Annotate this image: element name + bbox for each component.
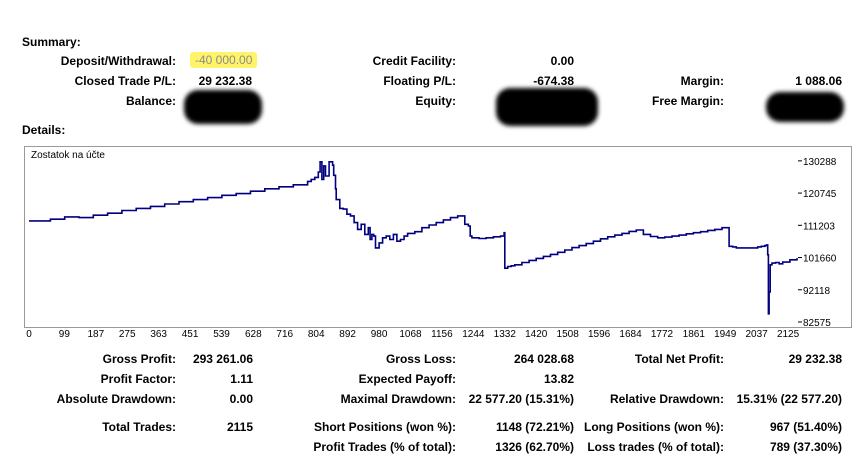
- summary-heading: Summary:: [22, 35, 81, 49]
- x-tick-label: 628: [245, 329, 262, 340]
- free-margin-label: Free Margin:: [651, 94, 724, 108]
- total-trades-value: 2115: [226, 420, 253, 434]
- x-tick-label: 187: [87, 329, 104, 340]
- deposit-label: Deposit/Withdrawal:: [60, 54, 176, 68]
- x-tick-label: 99: [59, 329, 71, 340]
- x-tick-label: 1420: [525, 329, 548, 340]
- balance-chart: Zostatok na účte: [24, 146, 852, 328]
- x-tick-label: 980: [371, 329, 388, 340]
- closed-pl-value: 29 232.38: [198, 74, 252, 88]
- x-tick-label: 363: [150, 329, 167, 340]
- y-tick-label: 92118: [803, 286, 831, 297]
- expected-payoff-value: 13.82: [543, 372, 574, 386]
- y-tick-label: 120745: [803, 189, 837, 200]
- y-tick-label: 82575: [803, 318, 831, 329]
- x-tick-label: 716: [276, 329, 293, 340]
- x-tick-label: 1244: [462, 329, 485, 340]
- x-tick-label: 1772: [651, 329, 674, 340]
- gross-profit-label: Gross Profit:: [102, 352, 176, 366]
- x-tick-label: 1596: [588, 329, 611, 340]
- profit-factor-label: Profit Factor:: [100, 372, 176, 386]
- closed-pl-label: Closed Trade P/L:: [74, 74, 176, 88]
- total-trades-label: Total Trades:: [102, 420, 176, 434]
- expected-payoff-label: Expected Payoff:: [358, 372, 456, 386]
- x-tick-label: 1684: [619, 329, 642, 340]
- x-tick-label: 2125: [777, 329, 800, 340]
- short-positions-value: 1148 (72.21%): [495, 420, 574, 434]
- x-tick-label: 539: [213, 329, 230, 340]
- profit-trades-label: Profit Trades (% of total):: [313, 440, 456, 454]
- x-tick-label: 1332: [494, 329, 517, 340]
- balance-redaction: [184, 90, 262, 124]
- x-tick-label: 1156: [431, 329, 453, 340]
- y-tick-label: 101660: [803, 254, 837, 265]
- absolute-drawdown-value: 0.00: [229, 392, 253, 406]
- maximal-drawdown-value: 22 577.20 (15.31%): [468, 392, 574, 406]
- details-heading: Details:: [22, 123, 66, 137]
- gross-loss-value: 264 028.68: [513, 352, 574, 366]
- free-margin-redaction: [766, 92, 844, 122]
- x-tick-label: 2037: [746, 329, 769, 340]
- x-tick-label: 892: [339, 329, 356, 340]
- short-positions-label: Short Positions (won %):: [314, 420, 456, 434]
- long-positions-label: Long Positions (won %):: [584, 420, 724, 434]
- x-tick-label: 275: [119, 329, 136, 340]
- deposit-value: -40 000.00: [190, 52, 258, 68]
- chart-title: Zostatok na účte: [31, 150, 105, 161]
- total-net-profit-label: Total Net Profit:: [634, 352, 724, 366]
- gross-loss-label: Gross Loss:: [385, 352, 456, 366]
- margin-label: Margin:: [680, 74, 724, 88]
- total-net-profit-value: 29 232.38: [788, 352, 842, 366]
- x-tick-label: 1068: [399, 329, 422, 340]
- maximal-drawdown-label: Maximal Drawdown:: [340, 392, 456, 406]
- profit-trades-value: 1326 (62.70%): [495, 440, 574, 454]
- long-positions-value: 967 (51.40%): [769, 420, 842, 434]
- equity-label: Equity:: [415, 94, 456, 108]
- y-tick-label: 130288: [803, 157, 837, 168]
- y-tick-label: 111203: [803, 221, 835, 232]
- loss-trades-value: 789 (37.30%): [769, 440, 842, 454]
- balance-series-line: [29, 161, 798, 315]
- x-tick-label: 1949: [714, 329, 737, 340]
- balance-chart-svg: 130288 120745 111203 101660 92118 82575 0 99 187…: [26, 157, 837, 340]
- relative-drawdown-value: 15.31% (22 577.20): [736, 392, 842, 406]
- x-tick-label: 804: [308, 329, 325, 340]
- margin-value: 1 088.06: [795, 74, 842, 88]
- floating-pl-label: Floating P/L:: [383, 74, 456, 88]
- credit-facility-value: 0.00: [550, 54, 574, 68]
- profit-factor-value: 1.11: [230, 372, 253, 386]
- gross-profit-value: 293 261.06: [192, 352, 253, 366]
- equity-redaction: [496, 88, 598, 126]
- credit-facility-label: Credit Facility:: [372, 54, 456, 68]
- floating-pl-value: -674.38: [533, 74, 574, 88]
- relative-drawdown-label: Relative Drawdown:: [609, 392, 724, 406]
- x-tick-label: 1508: [557, 329, 580, 340]
- loss-trades-label: Loss trades (% of total):: [587, 440, 724, 454]
- balance-label: Balance:: [125, 94, 176, 108]
- x-tick-label: 451: [182, 329, 199, 340]
- x-tick-label: 1861: [683, 329, 706, 340]
- absolute-drawdown-label: Absolute Drawdown:: [56, 392, 176, 406]
- x-tick-label: 0: [26, 329, 32, 340]
